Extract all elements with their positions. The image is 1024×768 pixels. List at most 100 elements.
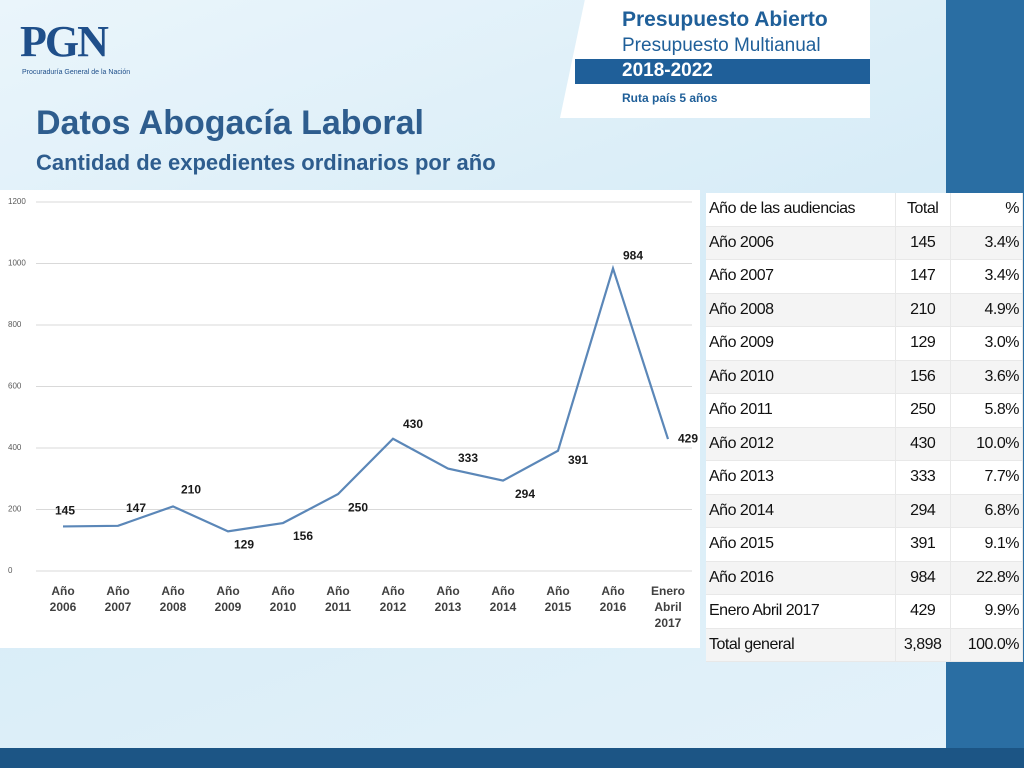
logo: PGN (20, 17, 109, 66)
x-tick-label: Año 2011 (324, 584, 352, 614)
table-cell: Año 2012 (706, 427, 896, 461)
table-cell: Año 2013 (706, 460, 896, 495)
data-label: 145 (55, 504, 75, 518)
table-cell: 4.9% (950, 293, 1024, 327)
table-cell: 5.8% (950, 393, 1024, 428)
x-tick-label: Año 2012 (379, 584, 407, 614)
table-cell: 294 (895, 494, 951, 528)
x-tick-label: Año 2015 (544, 584, 572, 614)
table-cell: 147 (895, 259, 951, 294)
table-row: Año 2014 294 6.8% (706, 494, 1024, 528)
table-cell: Total (895, 193, 951, 227)
table-cell: Año 2014 (706, 494, 896, 528)
table-cell: Año 2007 (706, 259, 896, 294)
table-cell: Año 2008 (706, 293, 896, 327)
page-title: Datos Abogacía Laboral (36, 104, 424, 142)
table-cell: Año 2015 (706, 527, 896, 562)
table-row: Enero Abril 2017 429 9.9% (706, 594, 1024, 629)
table-cell: 3.6% (950, 360, 1024, 394)
table-row: Año 2015 391 9.1% (706, 527, 1024, 562)
table-row: Año 2013 333 7.7% (706, 460, 1024, 495)
y-tick-label: 0 (8, 566, 13, 575)
x-tick-label: Año 2013 (434, 584, 462, 614)
table-cell: 3.4% (950, 259, 1024, 294)
x-tick-label: Enero Abril 2017 (650, 584, 685, 630)
table-cell: 7.7% (950, 460, 1024, 495)
data-label: 391 (568, 453, 588, 467)
x-tick-label: Año 2014 (489, 584, 517, 614)
table-cell: 333 (895, 460, 951, 495)
table-cell: 210 (895, 293, 951, 327)
y-tick-label: 600 (8, 382, 22, 391)
data-label: 210 (181, 483, 201, 497)
table-cell: 156 (895, 360, 951, 394)
line (62, 264, 670, 533)
y-tick-label: 400 (8, 443, 22, 452)
table-row: Año 2012 430 10.0% (706, 427, 1024, 461)
x-tick-label: Año 2009 (214, 584, 242, 614)
table-row: Total general 3,898 100.0% (706, 628, 1024, 662)
y-tick-label: 200 (8, 505, 22, 514)
logo-subtitle: Procuraduría General de la Nación (22, 69, 131, 76)
data-label: 129 (234, 538, 254, 552)
table-row: Año de las audiencias Total% (706, 193, 1024, 227)
table-row: Año 2011 250 5.8% (706, 393, 1024, 428)
x-tick-label: Año 2007 (104, 584, 132, 614)
table-cell: Año 2016 (706, 561, 896, 595)
chart-area (0, 190, 700, 648)
data-label: 250 (348, 500, 368, 514)
table-cell: Año 2006 (706, 226, 896, 260)
table-cell: 100.0% (950, 628, 1024, 662)
banner-tagline: Ruta país 5 años (622, 91, 718, 105)
table-row: Año 2007 147 3.4% (706, 259, 1024, 294)
y-tick-label: 1200 (8, 197, 26, 206)
data-label: 294 (515, 487, 535, 501)
data-label: 333 (458, 451, 478, 465)
table-cell: 10.0% (950, 427, 1024, 461)
table-cell: 984 (895, 561, 951, 595)
chart: 0 200 400 600 800 1000 1200 145 147 210 129 156 250 4… (8, 197, 698, 575)
table-cell: Año 2011 (706, 393, 896, 428)
table-cell: Año de las audiencias (706, 193, 896, 227)
banner-title: Presupuesto Abierto (622, 8, 828, 31)
table-cell: 429 (895, 594, 951, 629)
x-tick-label: Año 2016 (599, 584, 627, 614)
table-row: Año 2008 210 4.9% (706, 293, 1024, 327)
table-cell: Año 2010 (706, 360, 896, 394)
table-row: Año 2009 129 3.0% (706, 326, 1024, 361)
data-label: 984 (623, 249, 643, 263)
table-cell: 9.1% (950, 527, 1024, 562)
data-label: 430 (403, 417, 423, 431)
data-table: Año de las audiencias Total% Año 2006 145 3.… (706, 193, 1024, 662)
table-cell: 3,898 (895, 628, 951, 662)
y-tick-label: 1000 (8, 259, 26, 268)
table-cell: 250 (895, 393, 951, 428)
banner-subtitle: Presupuesto Multianual (622, 35, 821, 56)
table-cell: 22.8% (950, 561, 1024, 595)
table-row: Año 2016 984 22.8% (706, 561, 1024, 595)
table-cell: % (950, 193, 1024, 227)
table-cell: 3.4% (950, 226, 1024, 260)
table-cell: Año 2009 (706, 326, 896, 361)
table-cell: 129 (895, 326, 951, 361)
table-cell: 3.0% (950, 326, 1024, 361)
table-row: Año 2010 156 3.6% (706, 360, 1024, 394)
table-cell: 9.9% (950, 594, 1024, 629)
table-cell: 145 (895, 226, 951, 260)
banner-band (575, 59, 870, 84)
table-cell: Total general (706, 628, 896, 662)
bottom-bar (0, 748, 1024, 768)
table-cell: Enero Abril 2017 (706, 594, 896, 629)
x-tick-label: Año 2006 (49, 584, 77, 614)
table-row: Año 2006 145 3.4% (706, 226, 1024, 260)
table-cell: 430 (895, 427, 951, 461)
data-label: 429 (678, 431, 698, 445)
x-tick-label: Año 2010 (269, 584, 297, 614)
page-subtitle: Cantidad de expedientes ordinarios por a… (36, 150, 496, 175)
x-tick-label: Año 2008 (159, 584, 187, 614)
data-label: 147 (126, 501, 146, 515)
banner-years: 2018-2022 (622, 60, 713, 81)
table-cell: 391 (895, 527, 951, 562)
data-label: 156 (293, 529, 313, 543)
